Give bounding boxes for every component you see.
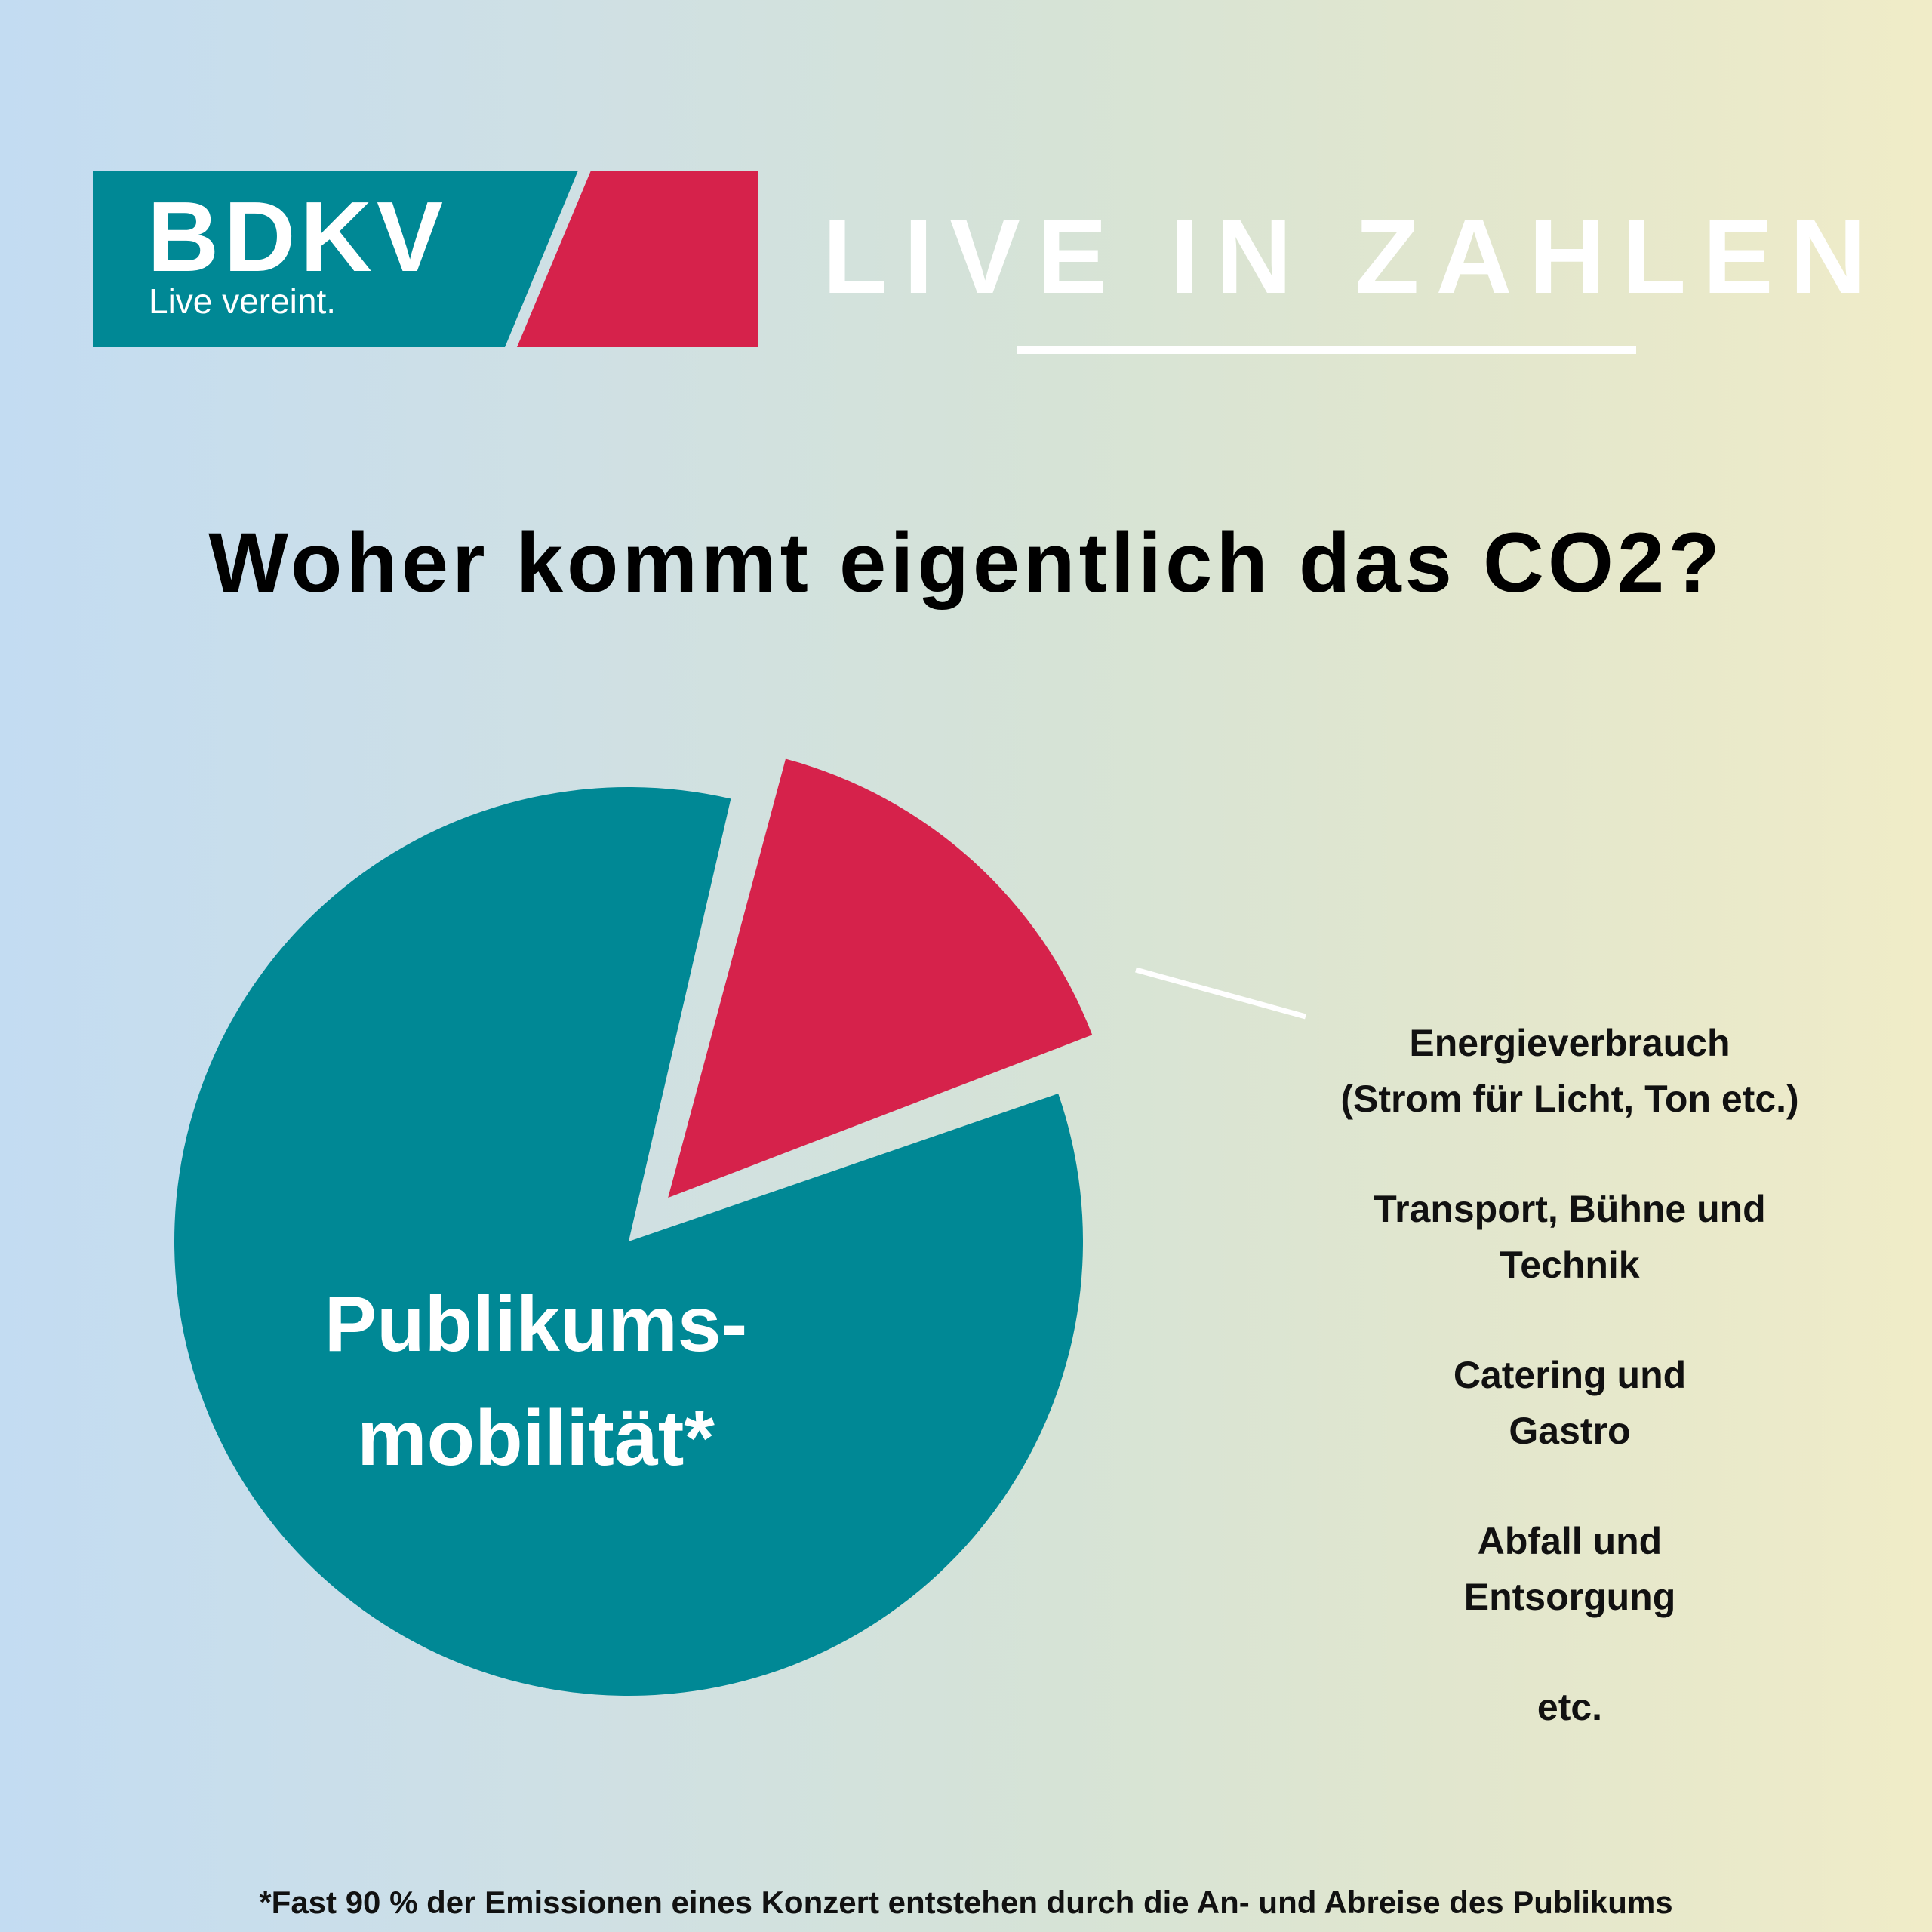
breakdown-line: Technik [1500, 1244, 1640, 1286]
breakdown-item-abfall: Abfall und Entsorgung [1283, 1513, 1857, 1679]
breakdown-line: Catering und [1453, 1354, 1687, 1396]
footnote: *Fast 90 % der Emissionen eines Konzert … [259, 1884, 1673, 1920]
pie-label-line-1: Publikums- [324, 1281, 748, 1368]
leader-line [1135, 967, 1306, 1020]
headline: LIVE IN ZAHLEN [823, 197, 1883, 315]
logo-shape [93, 171, 758, 347]
breakdown-item-energie: Energieverbrauch (Strom für Licht, Ton e… [1283, 1015, 1857, 1181]
breakdown-line: Entsorgung [1463, 1576, 1676, 1618]
chart-title: Woher kommt eigentlich das CO2? [208, 515, 1724, 610]
breakdown-item-etc: etc. [1283, 1679, 1857, 1845]
breakdown-line: etc. [1537, 1686, 1603, 1728]
pie-slice-publikumsmobilitaet [174, 786, 1084, 1696]
pie-label-line-2: mobilität* [357, 1394, 715, 1482]
breakdown-item-transport: Transport, Bühne und Technik [1283, 1181, 1857, 1347]
breakdown-line: Abfall und [1477, 1520, 1663, 1562]
logo-name: BDKV [147, 181, 448, 292]
headline-underline [1017, 346, 1636, 354]
breakdown-line: Gastro [1509, 1410, 1631, 1452]
pie-slice-label-publikumsmobilitaet: Publikums- mobilität* [264, 1268, 808, 1496]
breakdown-line: Energieverbrauch [1409, 1022, 1730, 1064]
logo-tagline: Live vereint. [149, 281, 337, 321]
pie-slice-other-sources [668, 758, 1093, 1198]
bdkv-logo: BDKV Live vereint. [93, 171, 758, 347]
breakdown-line: Transport, Bühne und [1374, 1188, 1766, 1230]
logo-red-block [517, 171, 758, 347]
logo-teal-block [93, 171, 578, 347]
breakdown-line: (Strom für Licht, Ton etc.) [1340, 1078, 1799, 1120]
slice-breakdown-list: Energieverbrauch (Strom für Licht, Ton e… [1283, 1015, 1857, 1845]
breakdown-item-catering: Catering und Gastro [1283, 1347, 1857, 1513]
